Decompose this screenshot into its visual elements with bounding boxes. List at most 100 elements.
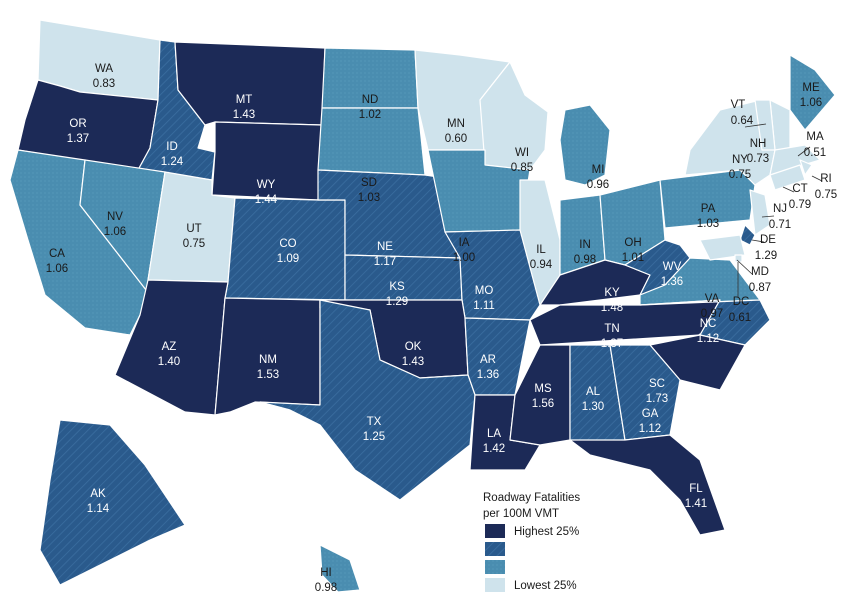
state-value-oh: 1.01: [622, 252, 644, 264]
state-value-la: 1.42: [483, 443, 505, 455]
state-value-nd: 1.02: [359, 109, 381, 121]
legend-title-line1: Roadway Fatalities: [483, 492, 580, 504]
state-label-wv: WV: [663, 261, 682, 273]
state-value-az: 1.40: [158, 356, 180, 368]
state-value-ok: 1.43: [402, 356, 424, 368]
state-fl: [569, 434, 726, 536]
legend-title-line2: per 100M VMT: [483, 508, 559, 520]
state-value-ne: 1.17: [374, 256, 396, 268]
state-label-ga: GA: [642, 408, 659, 420]
state-label-wy: WY: [257, 179, 276, 191]
state-label-tx: TX: [367, 416, 382, 428]
state-label-nm: NM: [259, 354, 277, 366]
state-label-ak: AK: [90, 488, 106, 500]
state-label-wi: WI: [515, 147, 529, 159]
state-value-tx: 1.25: [363, 431, 385, 443]
state-value-me: 1.06: [800, 97, 822, 109]
legend-swatch-highest: [485, 524, 505, 538]
state-label-me: ME: [802, 82, 820, 94]
state-me: [789, 54, 836, 131]
state-label-ne: NE: [377, 241, 393, 253]
state-value-ks: 1.29: [386, 296, 408, 308]
state-value-nh: 0.73: [747, 153, 769, 165]
state-label-ks: KS: [389, 281, 405, 293]
legend-label-highest: Highest 25%: [514, 526, 579, 538]
state-de: [739, 224, 756, 246]
state-label-mt: MT: [236, 94, 253, 106]
state-value-mt: 1.43: [233, 109, 255, 121]
state-value-va: 0.97: [701, 308, 723, 320]
state-value-ak: 1.14: [87, 503, 110, 515]
state-value-hi: 0.98: [315, 582, 337, 594]
state-label-fl: FL: [689, 483, 703, 495]
state-label-sd: SD: [361, 177, 377, 189]
state-value-nj: 0.71: [769, 219, 791, 231]
leader-line-de: [751, 239, 765, 243]
state-value-wi: 0.85: [511, 162, 533, 174]
state-label-ok: OK: [405, 341, 422, 353]
state-label-ms: MS: [534, 383, 552, 395]
state-value-ia: 1.00: [453, 252, 475, 264]
state-label-al: AL: [586, 386, 601, 398]
state-value-ga: 1.12: [639, 423, 661, 435]
state-value-sd: 1.03: [358, 192, 380, 204]
state-label-ut: UT: [186, 223, 201, 235]
state-dc: [734, 254, 743, 263]
state-value-al: 1.30: [582, 401, 604, 413]
state-label-oh: OH: [624, 237, 641, 249]
state-value-wv: 1.36: [661, 276, 683, 288]
state-value-ut: 0.75: [183, 238, 205, 250]
states-layer: [9, 19, 836, 593]
state-value-wy: 1.44: [255, 194, 278, 206]
state-value-ny: 0.75: [729, 169, 751, 181]
state-label-sc: SC: [649, 378, 665, 390]
state-value-de: 1.29: [755, 250, 777, 262]
state-label-md: MD: [751, 266, 769, 278]
state-value-il: 0.94: [530, 259, 553, 271]
state-value-sc: 1.73: [646, 393, 668, 405]
state-value-nv: 1.06: [104, 226, 126, 238]
state-label-nc: NC: [700, 318, 717, 330]
state-label-nv: NV: [107, 211, 123, 223]
state-az: [114, 279, 229, 416]
state-label-ny: NY: [732, 154, 748, 166]
state-value-nc: 1.12: [697, 333, 719, 345]
state-label-or: OR: [69, 118, 86, 130]
state-ma: [769, 144, 821, 176]
state-label-co: CO: [279, 238, 296, 250]
state-value-vt: 0.64: [731, 115, 754, 127]
state-hi: [319, 544, 361, 593]
state-value-id: 1.24: [161, 156, 184, 168]
state-value-ri: 0.75: [815, 189, 837, 201]
leader-line-ct: [782, 186, 795, 193]
state-label-nd: ND: [362, 94, 379, 106]
state-value-in: 0.98: [574, 254, 596, 266]
state-label-mo: MO: [475, 285, 494, 297]
state-label-mn: MN: [447, 118, 465, 130]
state-value-ms: 1.56: [532, 398, 554, 410]
state-ks: [344, 254, 463, 301]
legend-swatch-third: [485, 560, 505, 574]
state-ga: [609, 344, 681, 441]
state-label-wa: WA: [95, 63, 113, 75]
state-label-tn: TN: [604, 323, 619, 335]
state-label-ia: IA: [459, 237, 470, 249]
state-label-az: AZ: [162, 341, 177, 353]
state-value-dc: 0.61: [729, 312, 751, 324]
state-value-mo: 1.11: [473, 300, 495, 312]
state-value-or: 1.37: [67, 133, 89, 145]
state-label-mi: MI: [592, 164, 605, 176]
state-label-ma: MA: [806, 131, 824, 143]
state-mi: [559, 104, 611, 186]
state-value-tn: 1.37: [601, 338, 623, 350]
state-label-pa: PA: [701, 203, 716, 215]
state-ak: [39, 419, 186, 586]
leader-line-ma: [797, 146, 811, 157]
leader-line-ri: [811, 175, 823, 182]
state-label-la: LA: [487, 428, 501, 440]
state-label-nh: NH: [750, 138, 767, 150]
state-label-hi: HI: [320, 567, 332, 579]
state-label-id: ID: [166, 141, 178, 153]
state-md: [699, 234, 746, 261]
